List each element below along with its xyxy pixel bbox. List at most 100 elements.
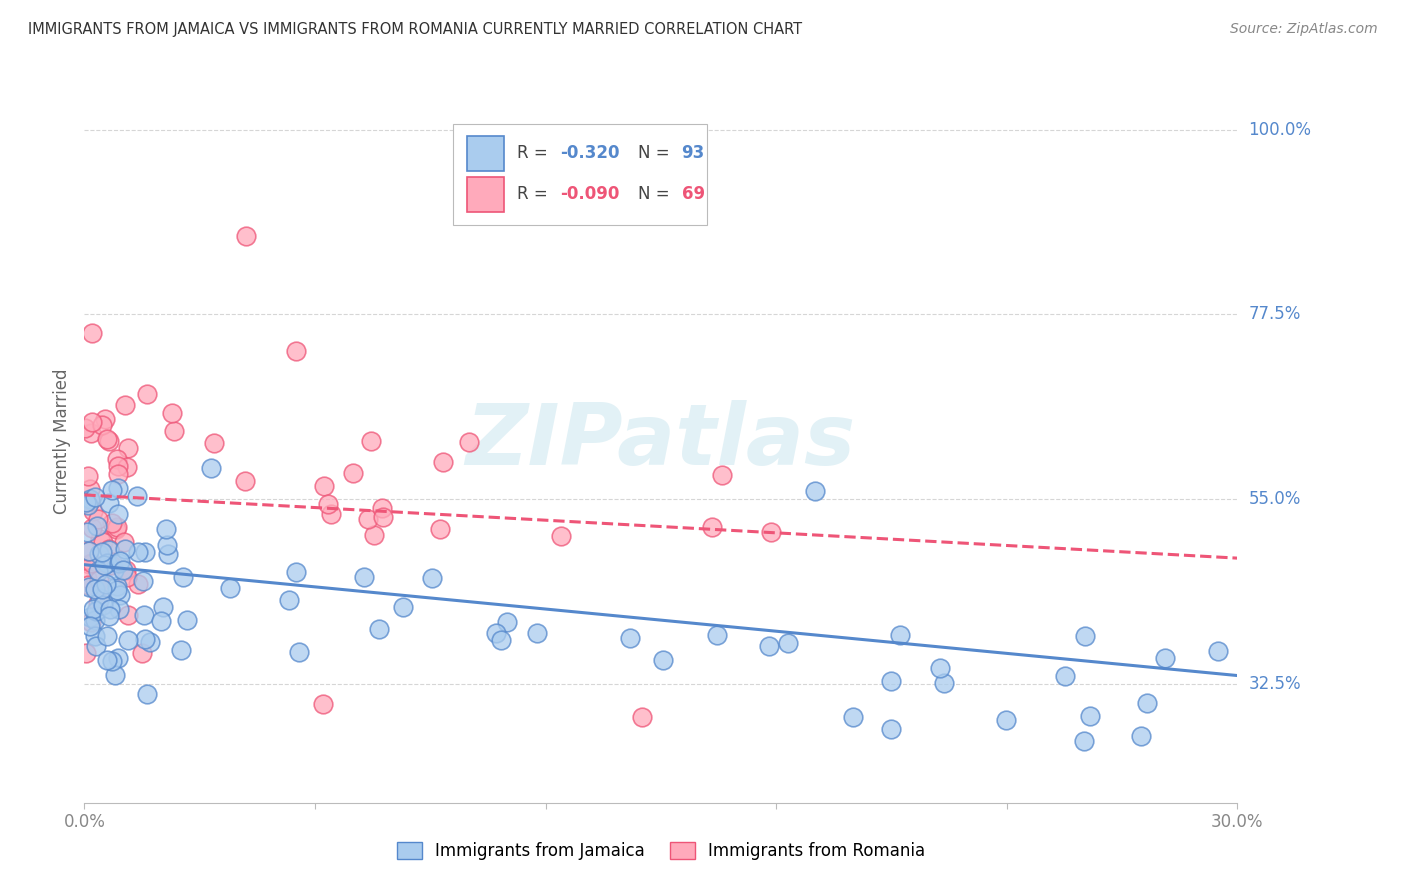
Point	[526, 626, 548, 640]
Text: IMMIGRANTS FROM JAMAICA VS IMMIGRANTS FROM ROMANIA CURRENTLY MARRIED CORRELATION: IMMIGRANTS FROM JAMAICA VS IMMIGRANTS FR…	[28, 22, 803, 37]
Point	[98, 542, 121, 557]
Point	[700, 520, 723, 534]
Point	[758, 639, 780, 653]
Point	[76, 524, 98, 539]
Point	[132, 574, 155, 589]
Point	[77, 558, 100, 572]
Legend: Immigrants from Jamaica, Immigrants from Romania: Immigrants from Jamaica, Immigrants from…	[389, 835, 932, 867]
Point	[1080, 709, 1102, 723]
Point	[76, 571, 98, 585]
Point	[706, 628, 728, 642]
Point	[127, 545, 149, 559]
Point	[127, 489, 149, 503]
Point	[91, 598, 114, 612]
Point	[156, 538, 179, 552]
Point	[87, 564, 110, 578]
Point	[103, 564, 125, 578]
Point	[219, 581, 242, 595]
Point	[368, 622, 391, 636]
Point	[111, 563, 134, 577]
Point	[115, 563, 138, 577]
Point	[77, 544, 100, 558]
Text: R =: R =	[517, 145, 553, 162]
Point	[803, 483, 825, 498]
Point	[1206, 644, 1229, 658]
Point	[630, 709, 652, 723]
Point	[107, 650, 129, 665]
Point	[104, 668, 127, 682]
Point	[94, 412, 117, 426]
Point	[353, 570, 375, 584]
Text: 55.0%: 55.0%	[1249, 490, 1301, 508]
Y-axis label: Currently Married: Currently Married	[53, 368, 72, 515]
Point	[370, 501, 392, 516]
Point	[160, 406, 183, 420]
Point	[284, 565, 307, 579]
Point	[776, 636, 799, 650]
Point	[84, 639, 107, 653]
Point	[176, 613, 198, 627]
Point	[457, 434, 479, 449]
Point	[929, 661, 952, 675]
Point	[96, 432, 118, 446]
Point	[100, 654, 122, 668]
Point	[879, 673, 901, 688]
Point	[101, 516, 124, 531]
Point	[169, 643, 191, 657]
Point	[107, 520, 129, 534]
Point	[90, 418, 112, 433]
Point	[155, 522, 177, 536]
Point	[115, 460, 138, 475]
Point	[82, 556, 104, 570]
Point	[98, 601, 121, 615]
Point	[994, 713, 1017, 727]
Point	[75, 496, 97, 510]
Point	[429, 522, 451, 536]
Point	[163, 424, 186, 438]
Point	[90, 544, 112, 558]
Point	[96, 629, 118, 643]
Text: 100.0%: 100.0%	[1249, 120, 1312, 138]
Point	[107, 507, 129, 521]
FancyBboxPatch shape	[467, 178, 503, 211]
Point	[392, 599, 415, 614]
Point	[79, 491, 101, 506]
FancyBboxPatch shape	[453, 124, 707, 225]
Point	[107, 458, 129, 473]
Point	[131, 646, 153, 660]
Point	[117, 442, 139, 456]
Point	[105, 579, 128, 593]
Point	[108, 588, 131, 602]
Point	[117, 633, 139, 648]
FancyBboxPatch shape	[467, 136, 503, 170]
Point	[97, 434, 120, 448]
Point	[77, 499, 100, 513]
Point	[1073, 734, 1095, 748]
Point	[107, 481, 129, 495]
Point	[104, 522, 127, 536]
Point	[86, 519, 108, 533]
Point	[550, 529, 572, 543]
Point	[84, 490, 107, 504]
Point	[96, 556, 118, 570]
Point	[115, 570, 138, 584]
Point	[97, 496, 120, 510]
Point	[97, 542, 120, 557]
Point	[77, 580, 100, 594]
Point	[89, 532, 111, 546]
Point	[889, 628, 911, 642]
Point	[80, 426, 103, 441]
Point	[100, 558, 122, 573]
Point	[90, 582, 112, 596]
Point	[360, 434, 382, 448]
Point	[117, 607, 139, 622]
Point	[342, 467, 364, 481]
Point	[105, 582, 128, 597]
Point	[202, 436, 225, 450]
Point	[77, 577, 100, 591]
Point	[200, 461, 222, 475]
Point	[288, 645, 311, 659]
Text: R =: R =	[517, 186, 553, 203]
Point	[82, 504, 104, 518]
Text: -0.320: -0.320	[561, 145, 620, 162]
